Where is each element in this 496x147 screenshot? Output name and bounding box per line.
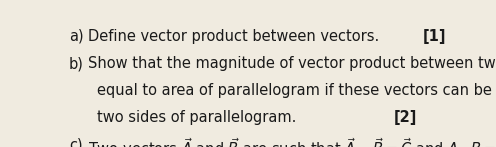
Text: equal to area of parallelogram if these vectors can be represented by: equal to area of parallelogram if these … xyxy=(97,83,496,98)
Text: [1]: [1] xyxy=(423,29,446,44)
Text: Two vectors $\vec{A}$ and $\vec{B}$ are such that $\vec{A}-\vec{B}=\vec{C}$ and : Two vectors $\vec{A}$ and $\vec{B}$ are … xyxy=(88,138,496,147)
Text: Show that the magnitude of vector product between two vectors is: Show that the magnitude of vector produc… xyxy=(88,56,496,71)
Text: Define vector product between vectors.: Define vector product between vectors. xyxy=(88,29,379,44)
Text: [2]: [2] xyxy=(393,110,417,125)
Text: a): a) xyxy=(69,29,83,44)
Text: c): c) xyxy=(69,138,82,147)
Text: b): b) xyxy=(69,56,84,71)
Text: two sides of parallelogram.: two sides of parallelogram. xyxy=(97,110,297,125)
